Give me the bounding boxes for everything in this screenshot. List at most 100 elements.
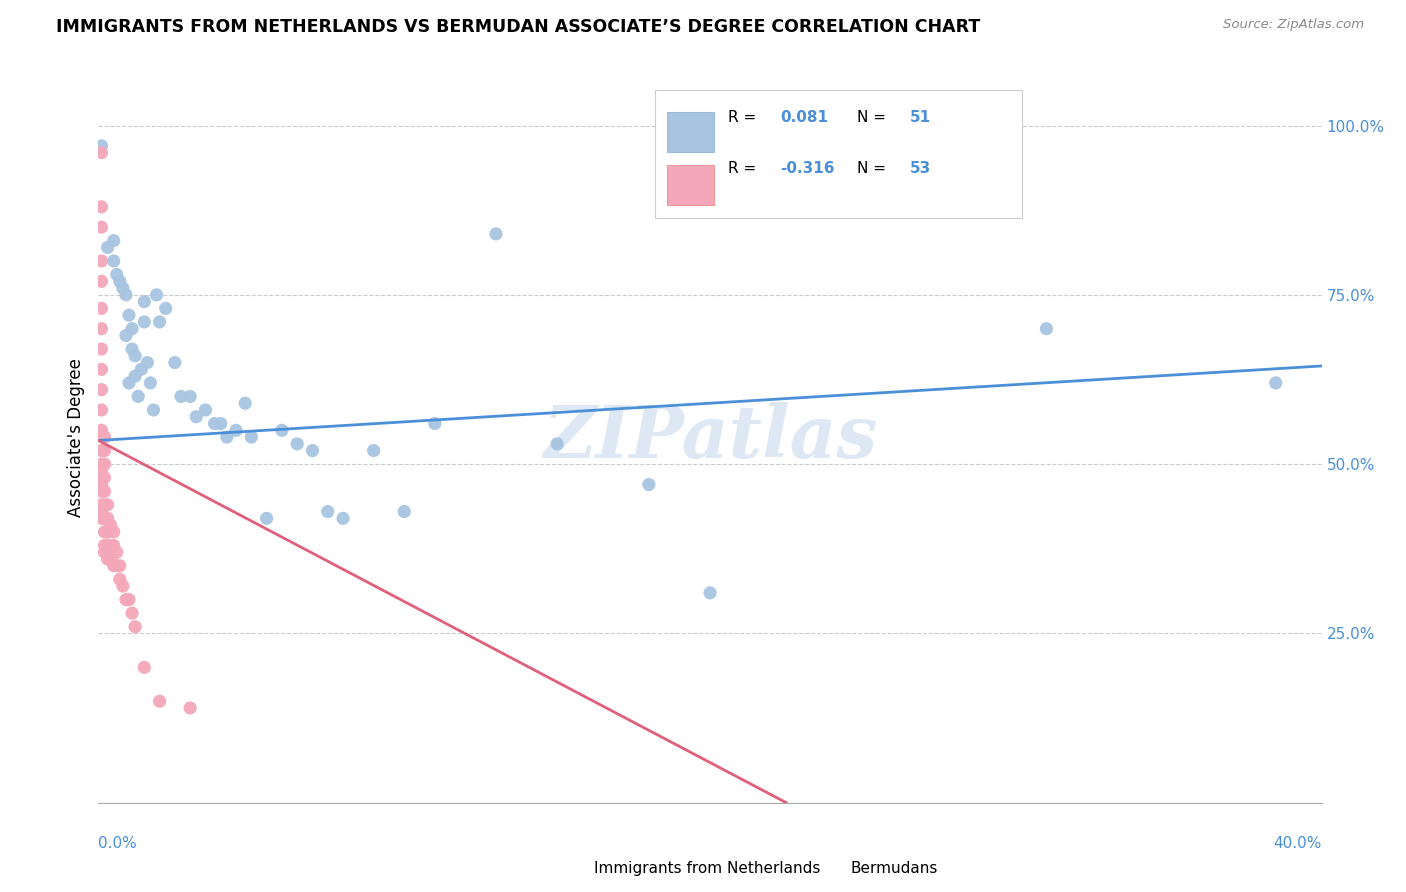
Point (233, 396, 256, 410)
Point (100, 552, 122, 566)
FancyBboxPatch shape (668, 165, 714, 205)
Text: Bermudans: Bermudans (851, 861, 938, 876)
Text: 0.081: 0.081 (780, 110, 828, 125)
Point (170, 389, 193, 403)
Point (121, 606, 143, 620)
Point (204, 417, 226, 431)
Point (111, 281, 134, 295)
Point (97, 240, 120, 254)
Point (637, 477, 661, 491)
Point (209, 417, 232, 431)
Point (103, 254, 125, 268)
Point (699, 586, 721, 600)
Text: 40.0%: 40.0% (1274, 836, 1322, 851)
Point (93, 538, 115, 552)
Point (129, 362, 152, 376)
Point (134, 315, 156, 329)
Point (115, 592, 138, 607)
Point (1035, 322, 1057, 336)
Point (90, 477, 112, 491)
Point (90, 200, 112, 214)
Text: R =: R = (728, 110, 762, 125)
Point (186, 409, 208, 424)
Point (256, 511, 278, 525)
Point (142, 403, 165, 417)
Point (90, 505, 112, 519)
Point (103, 558, 125, 573)
Point (363, 443, 385, 458)
FancyBboxPatch shape (655, 89, 1022, 218)
Point (93, 511, 115, 525)
Point (90, 220, 112, 235)
Text: Immigrants from Netherlands: Immigrants from Netherlands (593, 861, 820, 876)
Text: N =: N = (856, 110, 890, 125)
Point (155, 301, 177, 316)
Point (316, 505, 339, 519)
Point (93, 484, 115, 499)
Point (93, 443, 115, 458)
Point (215, 430, 238, 444)
Point (118, 308, 141, 322)
Point (93, 430, 115, 444)
Text: Source: ZipAtlas.com: Source: ZipAtlas.com (1223, 18, 1364, 31)
Point (90, 464, 112, 478)
Point (90, 254, 112, 268)
Point (108, 274, 131, 288)
Text: IMMIGRANTS FROM NETHERLANDS VS BERMUDAN ASSOCIATE’S DEGREE CORRELATION CHART: IMMIGRANTS FROM NETHERLANDS VS BERMUDAN … (56, 18, 980, 36)
Point (111, 579, 134, 593)
Point (124, 349, 146, 363)
Y-axis label: Associate's Degree: Associate's Degree (66, 358, 84, 516)
Point (118, 376, 141, 390)
Point (332, 511, 354, 525)
Point (90, 498, 112, 512)
Point (118, 592, 141, 607)
Point (90, 362, 112, 376)
FancyBboxPatch shape (668, 112, 714, 153)
Point (134, 660, 156, 674)
Point (90, 145, 112, 160)
Point (121, 322, 143, 336)
Point (90, 457, 112, 471)
Point (93, 471, 115, 485)
Point (392, 505, 416, 519)
Text: 53: 53 (910, 161, 931, 176)
Text: N =: N = (856, 161, 890, 176)
Point (121, 342, 143, 356)
Point (90, 484, 112, 499)
Point (105, 558, 128, 573)
Point (90, 322, 112, 336)
Text: ZIPatlas: ZIPatlas (543, 401, 877, 473)
Point (93, 524, 115, 539)
Point (90, 139, 112, 153)
Point (90, 511, 112, 525)
Point (90, 342, 112, 356)
Point (97, 538, 120, 552)
Point (97, 552, 120, 566)
Point (163, 355, 186, 369)
Point (145, 288, 167, 302)
Text: -0.316: -0.316 (780, 161, 834, 176)
Point (103, 234, 125, 248)
Point (240, 430, 263, 444)
Point (108, 558, 131, 573)
Point (423, 417, 446, 431)
Point (485, 227, 508, 241)
Point (97, 511, 120, 525)
Point (90, 301, 112, 316)
Point (100, 538, 122, 552)
Point (90, 403, 112, 417)
Point (194, 403, 217, 417)
Point (179, 701, 201, 715)
Text: 0.0%: 0.0% (98, 836, 138, 851)
Point (136, 355, 159, 369)
Point (105, 268, 128, 282)
Point (90, 383, 112, 397)
Text: 51: 51 (910, 110, 931, 125)
Point (90, 274, 112, 288)
Point (179, 389, 201, 403)
Point (108, 572, 131, 586)
Point (124, 620, 146, 634)
FancyBboxPatch shape (808, 854, 845, 883)
Point (139, 376, 162, 390)
Point (1264, 376, 1286, 390)
